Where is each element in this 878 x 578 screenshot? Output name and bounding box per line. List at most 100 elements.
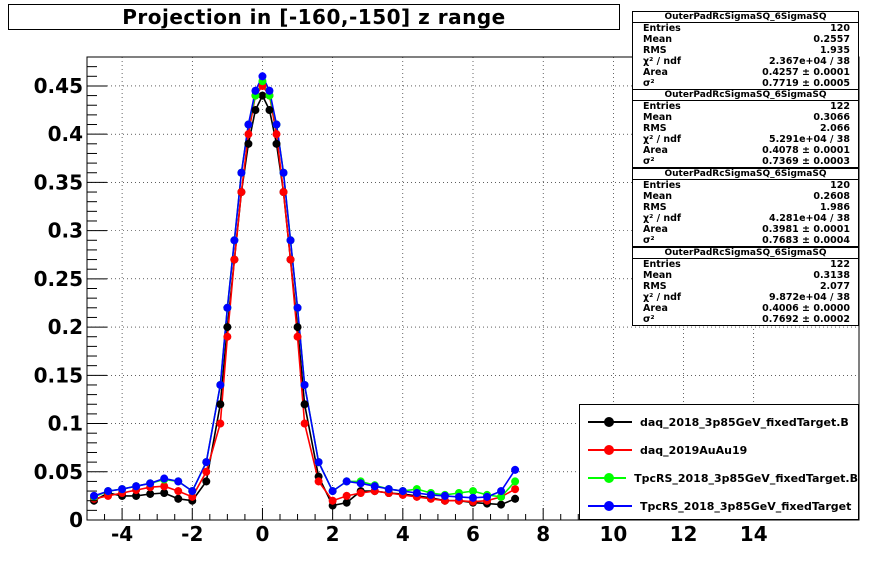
data-point [132, 491, 141, 500]
data-point [511, 477, 520, 486]
stats-label: σ² [643, 156, 655, 167]
y-tick-label: 0.35 [34, 170, 83, 194]
stats-row: χ² / ndf 2.367e+04 / 38 [633, 56, 858, 67]
data-point [454, 492, 463, 501]
stats-value: 0.3138 [813, 270, 850, 281]
data-point [223, 303, 232, 312]
legend-entry: daq_2018_3p85GeV_fixedTarget.B [580, 412, 858, 432]
stats-value: 0.2608 [813, 191, 850, 202]
data-point [497, 500, 506, 509]
legend: daq_2018_3p85GeV_fixedTarget.B daq_2019A… [579, 404, 859, 520]
stats-label: σ² [643, 235, 655, 246]
data-point [440, 491, 449, 500]
data-point [132, 482, 141, 491]
data-point [356, 488, 365, 497]
data-point [314, 477, 323, 486]
data-point [286, 255, 295, 264]
data-point [251, 86, 260, 95]
data-point [497, 492, 506, 501]
stats-box-title: OuterPadRcSigmaSQ_6SigmaSQ [633, 90, 858, 101]
chart-title: Projection in [-160,-150] z range [122, 5, 506, 29]
stats-row: Entries 122 [633, 259, 858, 270]
data-point [202, 467, 211, 476]
data-point [174, 494, 183, 503]
stats-row: RMS 1.986 [633, 202, 858, 213]
data-point [272, 120, 281, 129]
stats-label: Area [643, 145, 668, 156]
stats-label: Area [643, 303, 668, 314]
stats-box-title: OuterPadRcSigmaSQ_6SigmaSQ [633, 12, 858, 23]
x-tick-label: 14 [740, 522, 768, 546]
data-point [188, 487, 197, 496]
data-point [511, 485, 520, 494]
stats-row: Area 0.4006 ± 0.0000 [633, 303, 858, 314]
data-point [272, 130, 281, 139]
data-point [174, 487, 183, 496]
stats-value: 0.7719 ± 0.0005 [762, 78, 850, 89]
data-point [188, 492, 197, 501]
stats-row: Entries 122 [633, 101, 858, 112]
stats-row: RMS 2.077 [633, 281, 858, 292]
y-tick-label: 0.15 [34, 363, 83, 387]
stats-box-title: OuterPadRcSigmaSQ_6SigmaSQ [633, 248, 858, 259]
stats-box-2: OuterPadRcSigmaSQ_6SigmaSQ Entries 122 Me… [632, 89, 859, 168]
x-tick-label: 8 [536, 522, 550, 546]
grid-layer [87, 57, 859, 520]
data-point [342, 498, 351, 507]
x-tick-label: 4 [396, 522, 410, 546]
stats-value: 120 [830, 23, 850, 34]
data-point [342, 491, 351, 500]
x-tick-label: 10 [599, 522, 627, 546]
data-point [216, 400, 225, 409]
legend-marker [580, 440, 640, 460]
stats-row: σ² 0.7683 ± 0.0004 [633, 235, 858, 246]
stats-label: Area [643, 224, 668, 235]
stats-label: σ² [643, 78, 655, 89]
legend-entry: daq_2019AuAu19 [580, 440, 858, 460]
data-point [146, 489, 155, 498]
stats-label: RMS [643, 281, 667, 292]
data-point [293, 332, 302, 341]
x-tick-label: 2 [326, 522, 340, 546]
data-point [216, 380, 225, 389]
data-point [223, 332, 232, 341]
data-point [469, 493, 477, 502]
stats-value: 0.3981 ± 0.0001 [762, 224, 850, 235]
stats-row: Area 0.3981 ± 0.0001 [633, 224, 858, 235]
y-tick-label: 0.3 [48, 219, 83, 243]
series-line [93, 74, 516, 499]
stats-box-3: OuterPadRcSigmaSQ_6SigmaSQ Entries 120 Me… [632, 168, 859, 247]
stats-label: χ² / ndf [643, 213, 682, 224]
stats-row: Area 0.4078 ± 0.0001 [633, 145, 858, 156]
data-point [223, 323, 232, 332]
y-tick-label: 0.4 [48, 122, 83, 146]
stats-row: σ² 0.7692 ± 0.0002 [633, 314, 858, 325]
stats-label: Area [643, 67, 668, 78]
data-point [237, 168, 246, 177]
stats-row: Entries 120 [633, 23, 858, 34]
data-point [146, 479, 155, 488]
stats-label: χ² / ndf [643, 134, 682, 145]
data-point [511, 465, 520, 474]
stats-value: 5.291e+04 / 38 [769, 134, 850, 145]
data-point [279, 168, 288, 177]
data-point [265, 106, 274, 115]
stats-label: Mean [643, 270, 673, 281]
data-point [258, 72, 267, 81]
stats-row: Mean 0.3138 [633, 270, 858, 281]
data-point [384, 485, 393, 494]
data-point [300, 380, 309, 389]
stats-value: 2.367e+04 / 38 [769, 56, 850, 67]
y-tick-label: 0 [69, 508, 83, 532]
stats-row: χ² / ndf 5.291e+04 / 38 [633, 134, 858, 145]
chart-title-box: Projection in [-160,-150] z range [8, 4, 620, 30]
stats-value: 122 [830, 101, 850, 112]
legend-label: TpcRS_2018_3p85GeV_fixedTarget.B [634, 471, 858, 485]
stats-row: RMS 1.935 [633, 45, 858, 56]
data-point [230, 255, 239, 264]
x-tick-label: 0 [255, 522, 269, 546]
data-point [314, 458, 323, 467]
y-tick-label: 0.05 [34, 460, 83, 484]
